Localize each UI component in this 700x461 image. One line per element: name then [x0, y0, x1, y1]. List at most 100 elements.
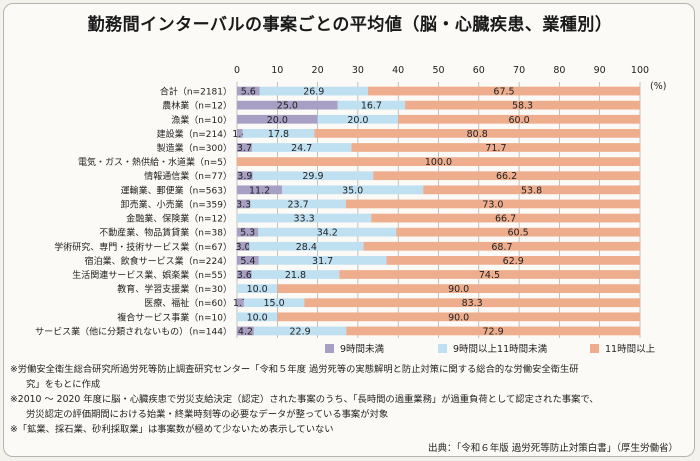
data-label: 67.5 — [493, 87, 514, 98]
data-label: 23.7 — [287, 199, 308, 210]
category-label: 卸売業、小売業（n=359） — [121, 198, 232, 210]
footnote-line: ※「鉱業、採石業、砂利採取業」は事案数が極めて少ないため表示していない — [10, 424, 334, 435]
bar-segment — [345, 199, 640, 209]
bar-segment — [277, 284, 640, 293]
data-label: 3.3 — [236, 199, 251, 210]
x-tick-label: 80 — [553, 65, 565, 76]
data-label: 28.4 — [296, 242, 317, 253]
bar-segment — [405, 100, 640, 110]
bar-segment — [258, 227, 397, 237]
bar-segment — [258, 256, 387, 265]
x-tick-label: 90 — [594, 65, 606, 76]
data-label: 73.0 — [482, 199, 503, 210]
stacked-bar-chart: 0 10 20 30 40 50 60 70 80 90 100(%) 合計（n=2181） 5.6 26… — [35, 65, 666, 355]
data-label: 22.9 — [289, 326, 310, 337]
data-label: 3.6 — [237, 270, 252, 281]
data-label: 26.9 — [303, 87, 324, 98]
data-label: 20.0 — [267, 115, 288, 126]
data-label: 10.0 — [247, 312, 268, 323]
x-tick-label: 70 — [513, 65, 525, 76]
source-credit: 出典：「令和６年版 過労死等防止対策白書」（厚生労働省） — [427, 443, 678, 454]
bar-segment — [237, 199, 251, 209]
data-label: 5.4 — [240, 256, 255, 267]
data-label: 58.3 — [512, 101, 533, 112]
bar-segment — [242, 129, 315, 138]
bar-segment — [367, 86, 640, 96]
bar-segment — [259, 86, 368, 96]
bar-segment — [237, 100, 338, 110]
data-label: 53.8 — [521, 185, 542, 196]
bar-segment — [277, 312, 640, 322]
data-label: 16.7 — [361, 101, 382, 112]
bar-segment — [237, 86, 260, 96]
data-label: 90.0 — [448, 284, 469, 295]
category-label: 建設業（n=214） — [157, 128, 232, 140]
legend-label: 11時間以上 — [605, 344, 656, 355]
category-label: サービス業（他に分類されないもの）（n=144） — [35, 325, 232, 337]
bar-segment — [250, 199, 346, 209]
chart-title: 勤務間インターバルの事案ごとの平均値（脳・心臓疾患、業種別） — [87, 15, 613, 35]
unit-label: (%) — [650, 81, 666, 92]
data-label: 15.0 — [263, 298, 284, 309]
bar-segment — [251, 270, 340, 279]
footnote-line: 労災認定の評価期間における始業・終業時刻等の必要なデータが整っている事案が対象 — [26, 409, 389, 420]
category-label: 宿泊業、飲食サービス業（n=224） — [85, 255, 232, 267]
x-tick-label: 100 — [631, 65, 649, 76]
x-tick-label: 0 — [234, 65, 240, 76]
category-label: 不動産業、物品賃貸業（n=38） — [99, 227, 232, 239]
data-label: 24.7 — [291, 143, 312, 154]
data-label: 71.7 — [485, 143, 506, 154]
bar-segment — [237, 143, 252, 152]
bar-segment — [339, 270, 640, 279]
x-tick-label: 50 — [432, 65, 444, 76]
data-label: 29.9 — [302, 171, 323, 182]
bar-segment — [237, 171, 253, 181]
category-label: 運輸業、郵便業（n=563） — [121, 184, 232, 196]
data-label: 3.9 — [237, 171, 252, 182]
bar-segment — [237, 241, 250, 251]
footnote-line: ※労働安全衛生総合研究所過労死等防止調査研究センター「令和５年度 過労死等の実態… — [10, 364, 579, 375]
data-label: 74.5 — [479, 270, 500, 281]
bar-segment — [237, 312, 278, 322]
data-label: 3.0 — [235, 242, 250, 253]
data-label: 3.7 — [237, 143, 252, 154]
legend-label: 9時間未満 — [340, 343, 385, 355]
category-label: 学術研究、専門・技術サービス業（n=67） — [54, 241, 232, 253]
data-label: 60.5 — [508, 228, 529, 239]
legend-swatch — [438, 344, 447, 353]
category-label: 教育、学習支援業（n=30） — [117, 283, 232, 295]
footnotes: ※労働安全衛生総合研究所過労死等防止調査研究センター「令和５年度 過労死等の実態… — [10, 362, 690, 437]
data-label: 5.6 — [241, 87, 256, 98]
x-tick-label: 20 — [312, 65, 324, 76]
data-label: 90.0 — [448, 312, 469, 323]
category-label: 医療、福祉（n=60） — [144, 297, 232, 309]
bar-segment — [282, 185, 424, 195]
bar-segment — [251, 143, 352, 152]
bar-segment — [396, 227, 640, 237]
data-label: 68.7 — [491, 242, 512, 253]
bar-segment — [398, 114, 640, 124]
x-tick-label: 30 — [352, 65, 364, 76]
bar-segment — [317, 114, 399, 124]
bar-segment — [346, 326, 640, 336]
bar-segment — [304, 298, 640, 308]
category-label: 合計（n=2181） — [160, 86, 232, 98]
category-label: 金融業、保険業（n=12） — [126, 213, 232, 225]
bar-segment — [386, 256, 640, 265]
data-label: 33.3 — [294, 214, 315, 225]
bar-segment — [237, 114, 318, 124]
category-label: 生活関連サービス業、娯楽業（n=55） — [72, 269, 232, 281]
category-label: 農林業（n=12） — [162, 100, 232, 112]
bar-segment — [237, 129, 243, 138]
bar-segment — [253, 326, 347, 336]
data-label: 1.4 — [232, 129, 247, 140]
bar-segment — [373, 171, 640, 181]
footnote-line: 究」をもとに作成 — [26, 379, 101, 390]
bar-segment — [237, 157, 640, 166]
category-label: 情報通信業（n=77） — [144, 170, 232, 182]
bar-segment — [237, 298, 244, 308]
data-label: 35.0 — [342, 185, 363, 196]
legend-swatch — [590, 344, 599, 353]
bar-segment — [237, 213, 372, 223]
data-label: 5.3 — [240, 228, 255, 239]
